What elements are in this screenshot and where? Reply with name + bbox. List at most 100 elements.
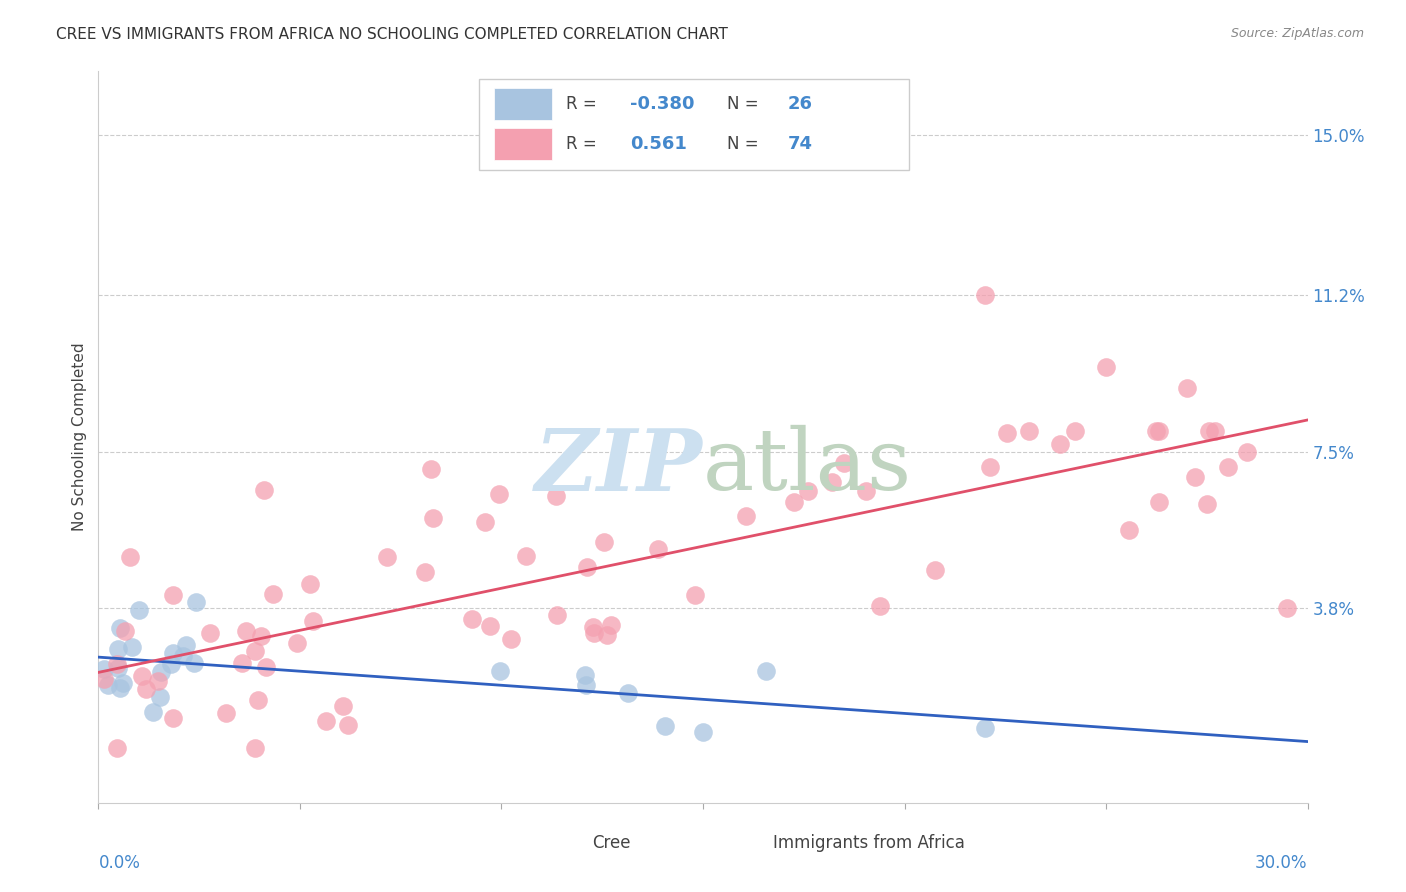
Point xyxy=(1146,424,1168,438)
Point xyxy=(172,649,194,664)
Point xyxy=(162,588,184,602)
Point xyxy=(735,509,758,524)
Point xyxy=(93,673,115,687)
Point xyxy=(105,657,128,671)
Point xyxy=(114,624,136,638)
FancyBboxPatch shape xyxy=(494,88,551,120)
Point xyxy=(595,627,617,641)
Point xyxy=(97,678,120,692)
Point xyxy=(107,641,129,656)
Point xyxy=(692,725,714,739)
Text: R =: R = xyxy=(567,95,602,113)
Point xyxy=(488,486,510,500)
Point xyxy=(546,607,568,622)
Text: ZIP: ZIP xyxy=(536,425,703,508)
Point xyxy=(108,681,131,695)
Point xyxy=(120,550,142,565)
Point xyxy=(160,657,183,671)
Point xyxy=(1195,497,1218,511)
Point xyxy=(974,288,997,302)
Point xyxy=(582,620,605,634)
FancyBboxPatch shape xyxy=(727,832,763,854)
Point xyxy=(108,621,131,635)
Point xyxy=(576,560,599,574)
Point xyxy=(783,495,806,509)
Point xyxy=(797,483,820,498)
Text: R =: R = xyxy=(567,135,607,153)
Text: 74: 74 xyxy=(787,135,813,153)
Point xyxy=(1184,469,1206,483)
Point xyxy=(315,714,337,728)
Point xyxy=(198,626,221,640)
Point xyxy=(1064,424,1087,438)
Point xyxy=(582,625,605,640)
Point xyxy=(1198,424,1220,438)
Text: 0.0%: 0.0% xyxy=(98,854,141,871)
Point xyxy=(479,619,502,633)
Point xyxy=(111,676,134,690)
Point xyxy=(422,511,444,525)
Point xyxy=(121,640,143,654)
Point xyxy=(107,661,129,675)
Point xyxy=(301,614,323,628)
Text: -0.380: -0.380 xyxy=(630,95,695,113)
Point xyxy=(1216,459,1239,474)
Point xyxy=(243,643,266,657)
Point xyxy=(142,705,165,719)
Point xyxy=(1277,601,1299,615)
Text: Cree: Cree xyxy=(592,834,630,852)
Point xyxy=(1147,494,1170,508)
Point xyxy=(1118,523,1140,537)
Text: N =: N = xyxy=(727,95,763,113)
Point xyxy=(461,611,484,625)
Point xyxy=(979,459,1001,474)
Point xyxy=(832,456,855,470)
Text: CREE VS IMMIGRANTS FROM AFRICA NO SCHOOLING COMPLETED CORRELATION CHART: CREE VS IMMIGRANTS FROM AFRICA NO SCHOOL… xyxy=(56,27,728,42)
Point xyxy=(821,475,844,489)
Point xyxy=(683,588,706,602)
Point xyxy=(592,534,614,549)
Text: 26: 26 xyxy=(787,95,813,113)
Point xyxy=(1147,424,1170,438)
Point xyxy=(105,740,128,755)
Point xyxy=(135,681,157,696)
Point xyxy=(254,660,277,674)
Point xyxy=(515,549,537,563)
Point xyxy=(183,657,205,671)
Point xyxy=(332,698,354,713)
Point xyxy=(214,706,236,720)
Text: Source: ZipAtlas.com: Source: ZipAtlas.com xyxy=(1230,27,1364,40)
Point xyxy=(546,489,568,503)
Point xyxy=(474,515,496,529)
Point xyxy=(149,690,172,704)
Point xyxy=(1018,424,1040,438)
Point xyxy=(375,549,398,564)
Point xyxy=(413,565,436,579)
Point xyxy=(149,665,172,680)
Point xyxy=(262,587,284,601)
Point xyxy=(574,668,596,682)
Point xyxy=(1049,437,1071,451)
Text: 30.0%: 30.0% xyxy=(1256,854,1308,871)
Point xyxy=(131,669,153,683)
Text: 0.561: 0.561 xyxy=(630,135,688,153)
Point xyxy=(128,603,150,617)
Point xyxy=(499,632,522,646)
Point xyxy=(974,721,997,735)
FancyBboxPatch shape xyxy=(546,832,582,854)
Point xyxy=(616,686,638,700)
Point xyxy=(599,617,621,632)
Point xyxy=(162,646,184,660)
Point xyxy=(146,673,169,688)
Point xyxy=(647,542,669,557)
Point xyxy=(420,461,443,475)
Point xyxy=(1175,381,1198,395)
Point xyxy=(995,425,1018,440)
Point xyxy=(488,664,510,678)
Text: atlas: atlas xyxy=(703,425,912,508)
Point xyxy=(654,718,676,732)
Point xyxy=(231,657,253,671)
Point xyxy=(1095,360,1118,375)
Point xyxy=(252,483,274,497)
Point xyxy=(174,638,197,652)
